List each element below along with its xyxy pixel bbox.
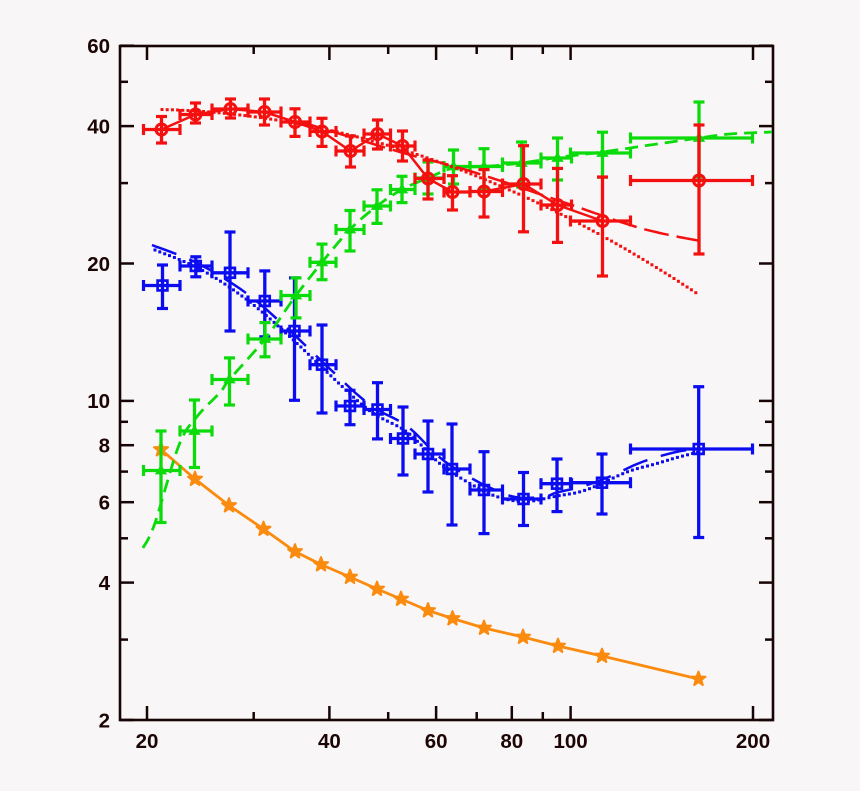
svg-text:4: 4	[99, 572, 111, 595]
svg-text:10: 10	[87, 390, 110, 413]
svg-text:200: 200	[736, 730, 770, 753]
svg-text:40: 40	[318, 730, 341, 753]
svg-text:20: 20	[136, 730, 159, 753]
svg-text:60: 60	[87, 35, 110, 58]
svg-text:80: 80	[500, 730, 523, 753]
svg-text:20: 20	[87, 253, 110, 276]
svg-text:2: 2	[99, 709, 110, 732]
svg-text:100: 100	[553, 730, 587, 753]
svg-text:60: 60	[425, 730, 448, 753]
svg-text:8: 8	[99, 435, 110, 458]
svg-text:6: 6	[99, 492, 110, 515]
svg-text:40: 40	[87, 115, 110, 138]
